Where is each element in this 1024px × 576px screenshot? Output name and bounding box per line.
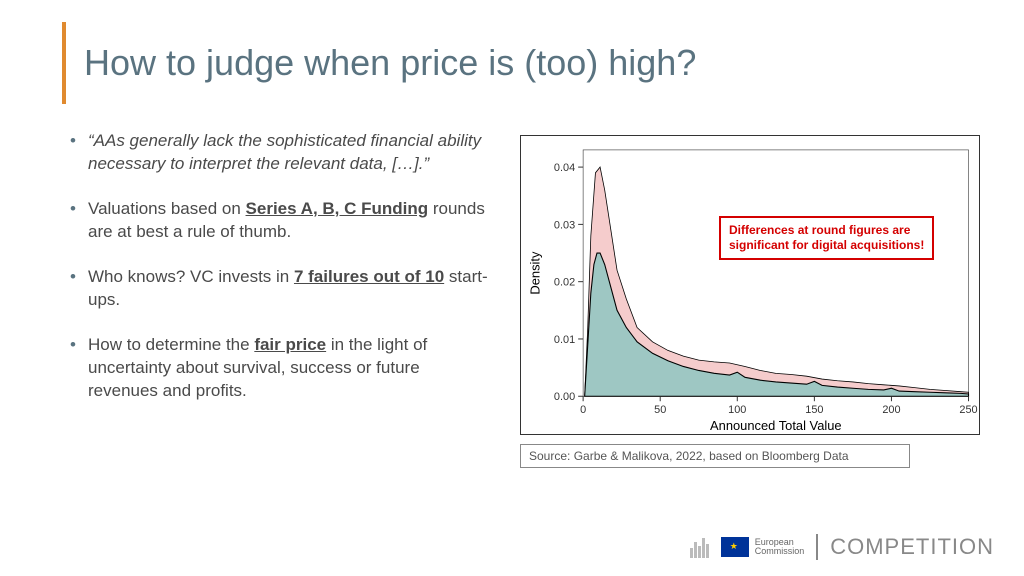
svg-text:150: 150 [805, 404, 823, 416]
page-title: How to judge when price is (too) high? [84, 42, 696, 84]
svg-text:0.00: 0.00 [554, 391, 575, 403]
bullet-item: Who knows? VC invests in 7 failures out … [70, 266, 490, 312]
chart-annotation: Differences at round figures aresignific… [719, 216, 934, 260]
svg-text:100: 100 [728, 404, 746, 416]
svg-text:200: 200 [882, 404, 900, 416]
competition-label: COMPETITION [830, 534, 994, 560]
eu-flag-icon [721, 537, 749, 557]
bullet-item: How to determine the fair price in the l… [70, 334, 490, 403]
svg-text:0.01: 0.01 [554, 334, 575, 346]
svg-text:0.04: 0.04 [554, 162, 575, 174]
bullet-item: “AAs generally lack the sophisticated fi… [70, 130, 490, 176]
svg-text:0.03: 0.03 [554, 219, 575, 231]
svg-text:50: 50 [654, 404, 666, 416]
chart-source: Source: Garbe & Malikova, 2022, based on… [520, 444, 910, 468]
footer-divider [816, 534, 818, 560]
svg-text:0: 0 [580, 404, 586, 416]
ec-text: EuropeanCommission [755, 538, 805, 557]
bullet-list: “AAs generally lack the sophisticated fi… [70, 130, 490, 424]
svg-text:0.02: 0.02 [554, 277, 575, 289]
svg-text:Density: Density [527, 251, 542, 295]
svg-text:250: 250 [959, 404, 977, 416]
svg-text:Announced Total Value: Announced Total Value [710, 418, 842, 433]
ec-logo: EuropeanCommission [721, 537, 805, 557]
bullet-item: Valuations based on Series A, B, C Fundi… [70, 198, 490, 244]
accent-bar [62, 22, 66, 104]
ec-bars-icon [690, 536, 709, 558]
footer: EuropeanCommission COMPETITION [690, 534, 994, 560]
density-chart: 0 50 100 150 200 250 0.00 0.01 0.02 0.03 0.04 Annou… [520, 135, 980, 435]
